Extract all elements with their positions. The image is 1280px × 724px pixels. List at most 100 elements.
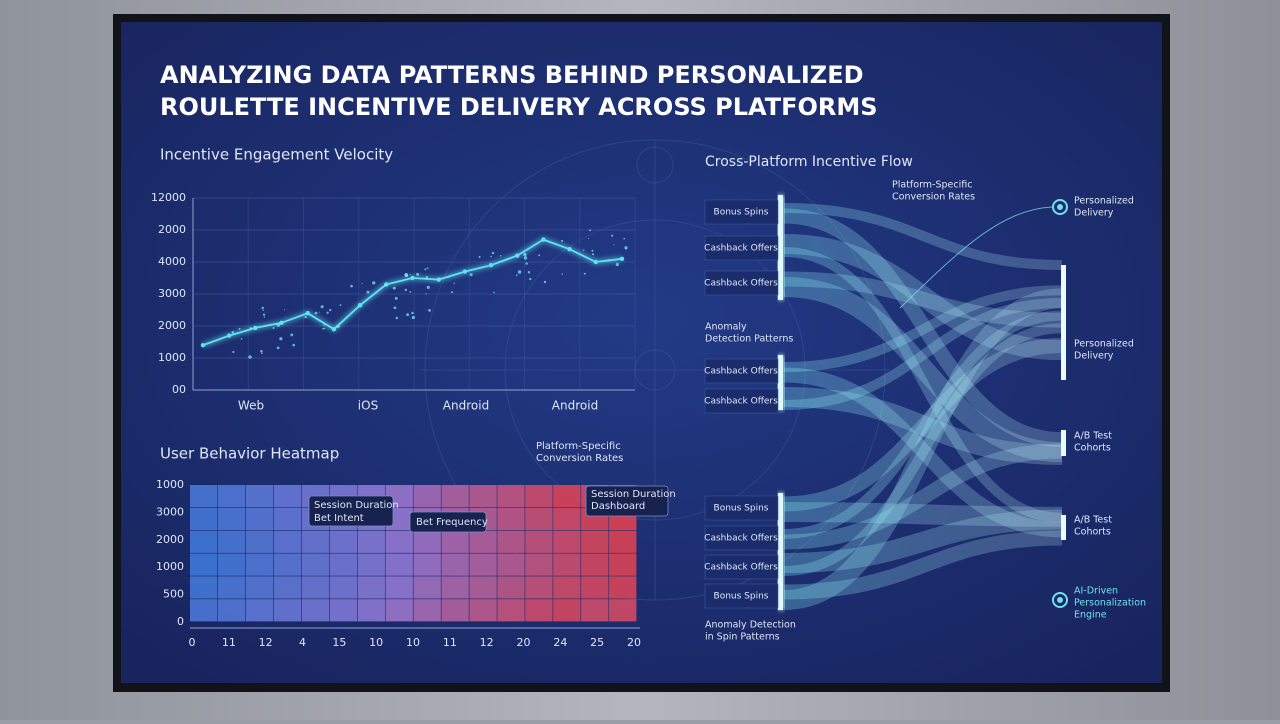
- heat-cell: [273, 599, 302, 622]
- sparkle: [440, 277, 442, 279]
- heat-cell: [217, 530, 246, 553]
- x-tick-label: Web: [238, 399, 264, 413]
- sparkle: [409, 291, 412, 293]
- flow-node: [704, 388, 779, 414]
- flow-node: [704, 554, 779, 580]
- flow-target-label: A/B Test: [1074, 515, 1112, 526]
- heat-cell: [581, 530, 609, 553]
- sparkle: [406, 313, 410, 317]
- heat-cell: [329, 599, 358, 622]
- flow-target-label: Personalized: [1074, 196, 1134, 207]
- flow-link: [783, 310, 1063, 539]
- heat-cell: [497, 507, 525, 531]
- heat-cell: [497, 599, 525, 622]
- heat-cell: [245, 507, 274, 531]
- sparkle: [469, 273, 473, 277]
- heat-cell: [469, 530, 497, 553]
- sparkle: [276, 323, 281, 327]
- sparkle: [336, 324, 340, 328]
- sparkle: [290, 333, 294, 337]
- data-point: [567, 247, 572, 252]
- sparkle: [428, 309, 431, 312]
- y-tick-label: 1000: [156, 560, 184, 573]
- annotation-box: [308, 495, 394, 527]
- flow-icon: [1052, 199, 1068, 215]
- sparkle: [523, 256, 528, 260]
- sparkle: [515, 274, 518, 277]
- heat-cell: [609, 599, 637, 622]
- annotation: Bet Frequency: [416, 517, 488, 528]
- title-line: ANALYZING DATA PATTERNS BEHIND PERSONALI…: [160, 61, 864, 89]
- data-point: [253, 325, 258, 331]
- heat-cell: [245, 576, 274, 599]
- x-tick-label: 25: [590, 636, 604, 649]
- heat-cell: [581, 576, 609, 599]
- sparkle: [525, 262, 528, 265]
- sparkle: [320, 305, 324, 309]
- x-tick-label: Android: [443, 399, 489, 413]
- flow-node-label: Cashback Offers: [704, 244, 778, 254]
- sparkle: [424, 268, 427, 271]
- sparkle: [587, 238, 590, 240]
- sparkle: [589, 229, 592, 232]
- data-point: [357, 303, 363, 308]
- sparkle: [262, 313, 266, 316]
- x-tick-label: 10: [369, 636, 383, 649]
- sparkle: [292, 343, 296, 347]
- sparkle: [393, 306, 397, 310]
- heat-cell: [413, 553, 441, 576]
- sparkle: [490, 255, 492, 258]
- heat-cell: [329, 530, 358, 553]
- flow-node-bar: [778, 195, 783, 300]
- x-tick-label: 20: [627, 636, 641, 649]
- heat-cell: [217, 576, 246, 599]
- sparkle: [450, 291, 453, 294]
- x-tick-label: 10: [406, 636, 420, 649]
- flow-target-label: Cohorts: [1074, 443, 1111, 454]
- heat-cell: [357, 530, 385, 553]
- sparkle: [261, 306, 264, 310]
- heat-cell: [329, 576, 358, 599]
- x-tick-label: 12: [480, 636, 494, 649]
- heat-cell: [525, 530, 553, 553]
- flow-link: [783, 247, 1063, 523]
- flow-node-bar: [778, 355, 783, 410]
- sparkle: [583, 272, 586, 275]
- heat-cell: [497, 576, 525, 599]
- heat-cell: [525, 507, 553, 531]
- heat-cell: [301, 576, 330, 599]
- flow-node: [704, 495, 779, 521]
- flow-node-label: Cashback Offers: [704, 397, 778, 407]
- sparkle: [426, 285, 430, 289]
- heat-cell: [469, 599, 497, 622]
- sparkle: [523, 252, 527, 257]
- heat-cell: [217, 507, 246, 531]
- sparkle: [561, 273, 563, 275]
- sparkle: [238, 327, 241, 330]
- data-point: [200, 343, 206, 348]
- sparkle: [279, 337, 283, 341]
- x-tick-label: 11: [222, 636, 236, 649]
- heat-cell: [581, 599, 609, 622]
- sparkle: [262, 309, 264, 311]
- x-tick-label: iOS: [358, 399, 378, 413]
- heat-cell: [413, 576, 441, 599]
- annotation-box: [409, 511, 487, 533]
- data-point: [410, 275, 415, 281]
- heat-cell: [245, 485, 274, 508]
- heat-cell: [441, 530, 469, 553]
- x-tick-label: 0: [189, 636, 196, 649]
- flow-node-label: Cashback Offers: [704, 563, 778, 573]
- y-tick-label: 2000: [156, 533, 184, 546]
- y-tick-label: 4000: [158, 255, 186, 268]
- sparkle: [232, 350, 235, 354]
- sparkle: [240, 338, 243, 340]
- sparkle: [248, 355, 252, 359]
- sparkle: [538, 254, 541, 257]
- flow-note: Conversion Rates: [892, 192, 975, 203]
- heat-cell: [469, 553, 497, 576]
- y-tick-label: 1000: [158, 351, 186, 364]
- heat-cell: [301, 553, 330, 576]
- y-tick-label: 2000: [158, 223, 186, 236]
